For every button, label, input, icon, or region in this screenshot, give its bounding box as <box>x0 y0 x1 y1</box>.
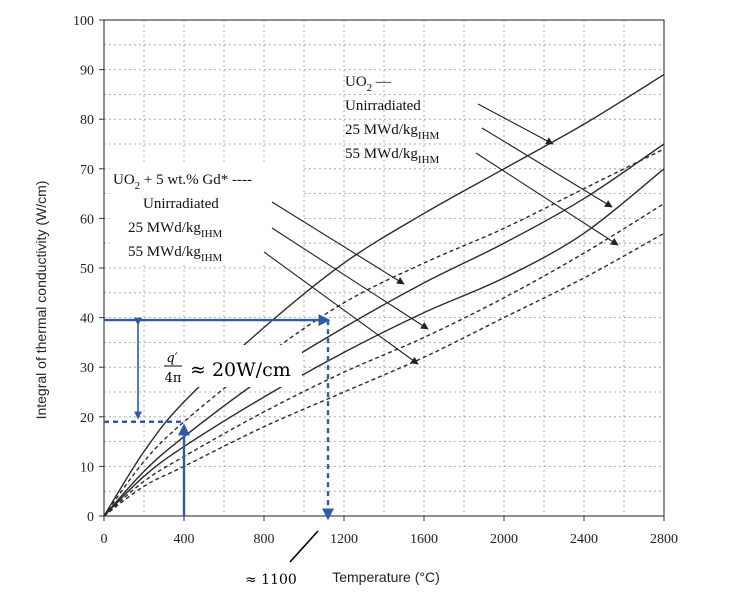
arrow-uo2-55 <box>475 152 619 246</box>
arrow-uo2-25 <box>481 127 613 208</box>
y-tick-label: 80 <box>80 113 94 128</box>
y-tick-label: 90 <box>80 64 94 79</box>
legend-uo2-header: UO2 — <box>345 74 392 94</box>
x-tick-label: 1200 <box>330 532 358 547</box>
legend-uo2-unirradiated: Unirradiated <box>345 98 421 114</box>
y-tick-label: 70 <box>80 163 94 178</box>
q-denominator: 4π <box>165 371 182 386</box>
annotation-overlay: q′ 4π ≈ 20W/cm ≈ 1100 <box>104 314 334 588</box>
arrow-gd-unirradiated <box>271 201 405 285</box>
y-tick-label: 20 <box>80 411 94 426</box>
grid <box>104 20 664 516</box>
q-numerator: q′ <box>166 351 177 366</box>
legend-gd-background <box>110 165 302 265</box>
x-tick-label: 0 <box>101 532 108 547</box>
legend-uo2-25: 25 MWd/kgIHM <box>345 122 440 142</box>
legend-uo2-55: 55 MWd/kgIHM <box>345 146 440 166</box>
y-tick-label: 40 <box>80 312 94 327</box>
arrow-gd-55 <box>263 251 419 365</box>
q-value-label: ≈ 20W/cm <box>190 359 291 381</box>
x-tick-label: 2000 <box>490 532 518 547</box>
series-line-6-dashed <box>103 232 665 517</box>
x-tick-label: 2400 <box>570 532 598 547</box>
x-axis-ticks: 0 400 800 1200 1600 2000 2400 2800 <box>101 516 678 547</box>
annotation-label-background <box>160 345 302 387</box>
x-tick-label: 800 <box>254 532 275 547</box>
y-tick-label: 30 <box>80 361 94 376</box>
legend-uo2: UO2 — Unirradiated 25 MWd/kgIHM 55 MWd/k… <box>345 74 440 166</box>
x-tick-label: 1600 <box>410 532 438 547</box>
legend-gd-55: 55 MWd/kgIHM <box>128 244 223 264</box>
series-line-4-dashed <box>103 148 665 517</box>
legend-arrows <box>263 103 619 365</box>
y-tick-label: 50 <box>80 262 94 277</box>
data-series <box>103 73 665 517</box>
series-line-5-dashed <box>103 202 665 517</box>
x-tick-label: 400 <box>174 532 195 547</box>
arrow-uo2-unirradiated <box>477 103 554 145</box>
legend-gd: UO2 + 5 wt.% Gd* ---- Unirradiated 25 MW… <box>110 165 302 265</box>
x-tick-label: 2800 <box>650 532 678 547</box>
y-axis-ticks: 0 10 20 30 40 50 60 70 80 90 100 <box>73 14 104 525</box>
legend-gd-header: UO2 + 5 wt.% Gd* ---- <box>113 172 252 192</box>
y-tick-label: 100 <box>73 14 94 29</box>
legend-gd-unirradiated: Unirradiated <box>143 196 219 212</box>
series-line-2-solid <box>103 143 665 517</box>
y-tick-label: 60 <box>80 212 94 227</box>
legend-gd-25: 25 MWd/kgIHM <box>128 220 223 240</box>
series-line-1-solid <box>103 73 665 517</box>
series-line-3-solid <box>103 168 665 517</box>
arrow-gd-25 <box>271 227 429 330</box>
y-tick-label: 0 <box>87 510 94 525</box>
temperature-callout-line <box>289 530 319 563</box>
y-tick-label: 10 <box>80 460 94 475</box>
x-axis-title: Temperature (°C) <box>332 569 440 585</box>
y-axis-title: Integral of thermal conductivity (W/cm) <box>33 181 49 420</box>
temperature-value-label: ≈ 1100 <box>245 572 297 588</box>
